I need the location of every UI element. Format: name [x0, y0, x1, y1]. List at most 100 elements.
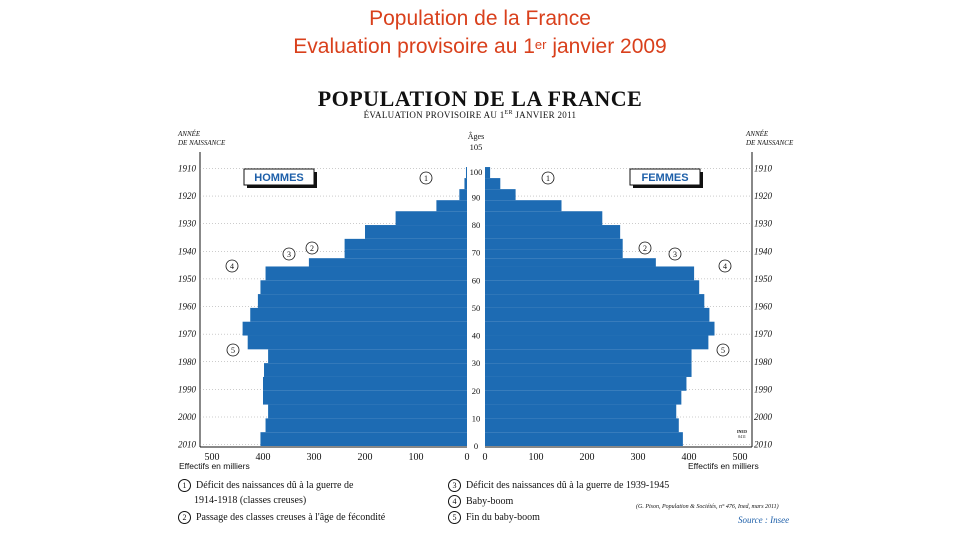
bar-women: [485, 238, 623, 250]
legend-item-4: 4 Baby-boom: [448, 495, 513, 509]
annotation-label-1: 1: [424, 174, 428, 183]
label-femmes: FEMMES: [641, 172, 688, 184]
year-tick-left: 1980: [178, 357, 197, 367]
age-tick: 40: [472, 331, 481, 341]
bar-men: [268, 404, 467, 419]
x-tick-left: 300: [307, 452, 322, 463]
annotation-label-5: 5: [721, 346, 725, 355]
legend-num-4: 4: [448, 495, 461, 508]
legend-num-3: 3: [448, 479, 461, 492]
bar-women: [485, 321, 715, 336]
bar-women: [485, 349, 692, 364]
annotation-label-3: 3: [673, 250, 677, 259]
age-tick: 90: [472, 192, 481, 202]
age-tick: 105: [470, 142, 483, 152]
birth-year-header-left-2: DE NAISSANCE: [177, 139, 226, 147]
annotation-label-4: 4: [230, 262, 234, 271]
age-tick: 0: [474, 441, 478, 451]
birth-year-header-right-2: DE NAISSANCE: [745, 139, 794, 147]
bar-men: [250, 307, 467, 322]
age-tick: 100: [470, 167, 483, 177]
legend-num-5: 5: [448, 511, 461, 524]
legend-text-1-cont: 1914-1918 (classes creuses): [194, 495, 307, 506]
chart-credit: (G. Pison, Population & Sociétés, n° 476…: [636, 504, 779, 510]
annotation-label-2: 2: [643, 244, 647, 253]
year-tick-right: 1960: [754, 302, 773, 312]
annotation-circle-3: [282, 247, 296, 261]
age-tick: 10: [472, 413, 481, 423]
bar-women: [485, 189, 516, 201]
bar-men: [464, 178, 467, 190]
year-tick-right: 2000: [754, 412, 773, 422]
year-tick-left: 2000: [178, 412, 197, 422]
year-tick-left: 1970: [178, 329, 197, 339]
label-hommes-box: [243, 168, 315, 186]
x-tick-left: 100: [409, 452, 424, 463]
bar-men: [260, 280, 467, 295]
chart-subtitle-prefix: ÉVALUATION PROVISOIRE AU 1: [363, 110, 505, 120]
x-tick-right: 300: [631, 452, 646, 463]
slide-subtitle-prefix: Evaluation provisoire au 1: [293, 35, 535, 58]
annotation-label-2: 2: [310, 244, 314, 253]
bar-women: [485, 335, 709, 350]
bar-men: [247, 335, 467, 350]
slide-title: Population de la France: [369, 7, 591, 30]
bar-women: [485, 200, 562, 212]
legend-num-1: 1: [178, 479, 191, 492]
bar-women: [485, 418, 679, 433]
bar-men: [265, 418, 467, 433]
legend-text-4: Baby-boom: [466, 496, 514, 507]
slide-subtitle-suffix: janvier 2009: [546, 35, 667, 58]
bar-men: [265, 266, 467, 281]
legend-item-2: 2 Passage des classes creuses à l'âge de…: [178, 511, 385, 525]
birth-year-header-left: ANNÉE: [177, 130, 201, 138]
legend-item-1-cont: 1914-1918 (classes creuses): [194, 494, 306, 508]
annotation-circle-4: [718, 259, 732, 273]
year-tick-left: 1990: [178, 384, 197, 394]
year-tick-left: 1940: [178, 246, 197, 256]
chart-subtitle-suffix: JANVIER 2011: [512, 110, 577, 120]
annotation-circle-5: [226, 343, 240, 357]
annotation-circle-3: [668, 247, 682, 261]
legend-item-3: 3 Déficit des naissances dû à la guerre …: [448, 479, 669, 493]
bar-women: [485, 390, 682, 405]
year-tick-right: 1940: [754, 246, 773, 256]
x-unit-label-left: Effectifs en milliers: [179, 461, 250, 471]
bar-men: [344, 249, 467, 259]
year-tick-right: 2010: [754, 440, 773, 450]
annotation-label-4: 4: [723, 262, 727, 271]
year-tick-right: 1910: [754, 163, 773, 173]
annotation-label-1: 1: [546, 174, 550, 183]
age-tick: 60: [472, 275, 481, 285]
bar-men: [308, 258, 467, 267]
bar-men: [395, 211, 467, 226]
legend-text-5: Fin du baby-boom: [466, 512, 540, 523]
bar-women: [485, 258, 656, 267]
year-tick-right: 1920: [754, 191, 773, 201]
year-tick-left: 1910: [178, 163, 197, 173]
bar-men: [436, 200, 467, 212]
chart-title: POPULATION DE LA FRANCE: [317, 86, 643, 111]
chart-source: Source : Insee: [738, 515, 790, 525]
year-tick-left: 2010: [178, 440, 197, 450]
bar-women: [485, 211, 603, 226]
x-tick-right: 400: [682, 452, 697, 463]
annotation-label-3: 3: [287, 250, 291, 259]
annotation-circle-1: [541, 171, 555, 185]
bar-men: [263, 390, 467, 405]
bar-women: [485, 280, 700, 295]
annotation-circle-1: [419, 171, 433, 185]
x-tick-right: 0: [483, 452, 488, 463]
age-tick: 70: [472, 248, 481, 258]
chart-subtitle: ÉVALUATION PROVISOIRE AU 1ER JANVIER 201…: [0, 110, 940, 120]
age-axis-label: Âges: [468, 131, 484, 141]
bar-women: [485, 178, 501, 190]
bar-men: [257, 294, 467, 308]
legend-item-5: 5 Fin du baby-boom: [448, 511, 540, 525]
year-tick-right: 1980: [754, 357, 773, 367]
bar-men: [263, 376, 467, 391]
bar-men: [459, 189, 467, 201]
age-tick: 20: [472, 386, 481, 396]
bar-men: [344, 238, 467, 250]
